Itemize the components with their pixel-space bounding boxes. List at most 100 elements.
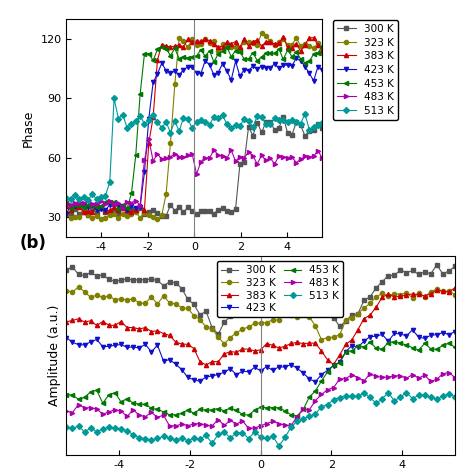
323 K bbox=[240, 327, 246, 332]
483 K bbox=[107, 199, 113, 204]
423 K bbox=[264, 364, 270, 369]
483 K bbox=[159, 156, 164, 162]
423 K bbox=[319, 67, 325, 73]
323 K bbox=[259, 30, 264, 36]
483 K bbox=[270, 419, 276, 424]
Y-axis label: Amplitude (a.u.): Amplitude (a.u.) bbox=[48, 305, 61, 406]
513 K bbox=[410, 396, 415, 401]
383 K bbox=[270, 343, 276, 348]
383 K bbox=[155, 57, 160, 63]
483 K bbox=[233, 158, 238, 164]
483 K bbox=[452, 375, 458, 381]
323 K bbox=[142, 210, 147, 216]
383 K bbox=[155, 328, 160, 334]
453 K bbox=[107, 200, 113, 205]
300 K bbox=[128, 207, 134, 213]
453 K bbox=[228, 405, 233, 411]
323 K bbox=[410, 295, 415, 301]
423 K bbox=[64, 211, 69, 217]
323 K bbox=[452, 292, 458, 297]
300 K bbox=[107, 211, 113, 217]
513 K bbox=[452, 394, 458, 400]
300 K bbox=[137, 205, 143, 211]
483 K bbox=[142, 157, 147, 163]
453 K bbox=[452, 345, 458, 350]
453 K bbox=[410, 345, 415, 350]
483 K bbox=[434, 376, 440, 382]
383 K bbox=[228, 41, 234, 46]
483 K bbox=[179, 421, 184, 427]
513 K bbox=[111, 96, 117, 101]
Line: 383 K: 383 K bbox=[64, 35, 324, 214]
423 K bbox=[64, 335, 69, 341]
300 K bbox=[146, 209, 152, 215]
483 K bbox=[403, 375, 409, 381]
Line: 323 K: 323 K bbox=[64, 31, 324, 221]
300 K bbox=[403, 270, 409, 275]
453 K bbox=[179, 410, 184, 416]
300 K bbox=[64, 211, 69, 217]
383 K bbox=[142, 207, 147, 212]
383 K bbox=[81, 209, 87, 215]
300 K bbox=[179, 286, 184, 292]
Line: 300 K: 300 K bbox=[64, 115, 324, 218]
453 K bbox=[228, 54, 234, 60]
323 K bbox=[150, 214, 156, 220]
383 K bbox=[319, 47, 325, 53]
513 K bbox=[85, 197, 91, 202]
323 K bbox=[440, 289, 446, 294]
Line: 483 K: 483 K bbox=[64, 137, 324, 210]
483 K bbox=[228, 418, 233, 423]
423 K bbox=[137, 204, 143, 210]
383 K bbox=[203, 362, 209, 368]
383 K bbox=[64, 319, 69, 325]
483 K bbox=[64, 408, 69, 414]
483 K bbox=[446, 370, 452, 375]
300 K bbox=[150, 207, 156, 213]
383 K bbox=[234, 349, 239, 355]
323 K bbox=[276, 318, 282, 323]
423 K bbox=[150, 80, 156, 85]
383 K bbox=[150, 115, 156, 120]
300 K bbox=[215, 331, 221, 337]
483 K bbox=[120, 205, 126, 211]
423 K bbox=[403, 333, 409, 339]
Line: 423 K: 423 K bbox=[64, 56, 324, 216]
300 K bbox=[234, 310, 239, 315]
383 K bbox=[281, 34, 286, 40]
Line: 323 K: 323 K bbox=[64, 285, 457, 346]
Line: 383 K: 383 K bbox=[64, 285, 457, 367]
483 K bbox=[155, 414, 160, 420]
453 K bbox=[133, 152, 138, 158]
513 K bbox=[137, 113, 143, 118]
513 K bbox=[64, 424, 69, 429]
Y-axis label: Phase: Phase bbox=[22, 109, 35, 146]
300 K bbox=[270, 299, 276, 304]
323 K bbox=[64, 288, 69, 294]
483 K bbox=[146, 137, 152, 142]
383 K bbox=[179, 341, 184, 347]
453 K bbox=[64, 201, 69, 206]
Line: 483 K: 483 K bbox=[64, 371, 457, 430]
453 K bbox=[319, 43, 325, 49]
423 K bbox=[312, 379, 318, 384]
513 K bbox=[116, 116, 121, 121]
323 K bbox=[185, 305, 191, 311]
453 K bbox=[64, 392, 69, 397]
423 K bbox=[228, 366, 233, 372]
513 K bbox=[228, 436, 233, 441]
483 K bbox=[155, 151, 160, 157]
383 K bbox=[440, 289, 446, 294]
453 K bbox=[155, 407, 160, 412]
383 K bbox=[403, 292, 409, 298]
383 K bbox=[111, 205, 117, 210]
513 K bbox=[440, 393, 446, 399]
323 K bbox=[64, 210, 69, 216]
513 K bbox=[64, 195, 69, 201]
383 K bbox=[452, 285, 458, 291]
513 K bbox=[319, 120, 325, 126]
423 K bbox=[452, 329, 458, 335]
423 K bbox=[146, 116, 152, 121]
513 K bbox=[233, 122, 238, 128]
423 K bbox=[155, 342, 160, 348]
